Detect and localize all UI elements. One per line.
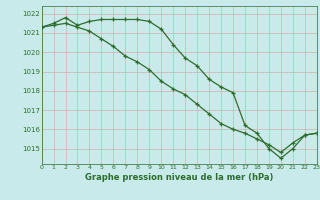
X-axis label: Graphe pression niveau de la mer (hPa): Graphe pression niveau de la mer (hPa) bbox=[85, 173, 273, 182]
